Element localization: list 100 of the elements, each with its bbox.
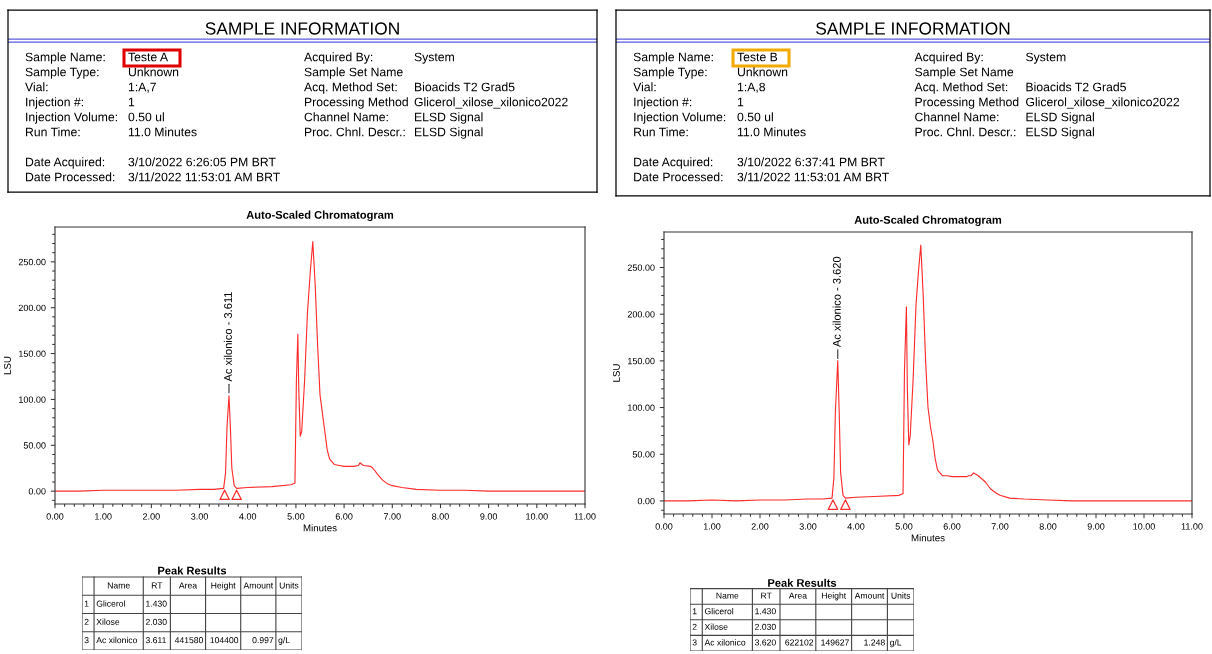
text: 3/10/2022 6:37:41 PM BRT [737,157,885,167]
category-label: Area [788,592,807,599]
text: 1 [84,600,89,607]
chart-title: Auto-Scaled Chromatogram [854,215,1002,227]
text: ELSD Signal [415,112,483,124]
x-tick-label: 8.00 [1039,523,1057,530]
text: System [414,52,454,64]
text: Injection Volume: [634,112,726,124]
text: 2 [692,623,697,630]
text: 3 [692,639,697,646]
text: Injection #: [26,97,83,109]
category-label: Area [178,582,198,589]
text: 1.248 [864,639,885,646]
x-tick-label: 11.00 [574,513,596,520]
y-tick-label: 100.00 [628,404,655,411]
x-tick-label: 9.00 [1087,523,1105,530]
category-label: RT [151,582,163,589]
text: Sample Set Name [915,67,1014,79]
x-axis-title: Minutes [303,524,337,532]
x-tick-label: 7.00 [383,513,401,520]
text: 0.997 [252,637,274,644]
annotation: Ac xilonico - 3.611 [223,292,232,382]
text: 1.430 [755,608,776,615]
y-tick-label: 50.00 [632,451,655,458]
text: Injection #: [634,97,692,109]
x-tick-label: 4.00 [239,513,257,520]
x-tick-label: 1.00 [703,523,721,530]
text: Glicerol [96,600,125,607]
text: Run Time: [26,127,80,137]
text: Processing Method [915,97,1019,109]
x-tick-label: 0.00 [655,523,673,530]
text: Channel Name: [915,112,999,122]
text: ELSD Signal [1026,127,1094,139]
text: 2.030 [145,618,167,625]
y-tick-label: 50.00 [23,442,46,449]
y-tick-label: 200.00 [627,311,655,318]
category-label: RT [761,592,772,599]
text: Proc. Chnl. Descr.: [305,127,405,137]
text: Peak Results [768,578,837,587]
text: 0.50 ul [128,112,164,122]
text: 104400 [210,637,239,644]
x-tick-label: 6.00 [943,523,961,530]
annotation: Ac xilonico - 3.620 [832,256,841,348]
text: Acq. Method Set: [914,82,1008,94]
category-label: Height [821,592,847,601]
text: 2 [84,618,89,625]
text: System [1026,52,1066,64]
text: Unknown [128,67,179,77]
text: 1 [692,608,697,615]
y-tick-label: 0.00 [28,488,46,495]
text: 11.0 Minutes [128,127,197,137]
text: Peak Results [158,566,227,575]
text: g/L [278,636,290,645]
x-tick-label: 5.00 [895,523,913,530]
text: ELSD Signal [415,127,483,139]
text: Glicerol_xilose_xilonico2022 [1026,97,1180,109]
text: g/L [890,639,902,648]
y-tick-label: 150.00 [628,357,655,365]
x-tick-label: 2.00 [751,523,769,530]
text: Sample Type: [633,67,707,79]
text: 3.611 [145,637,166,644]
y-axis-title: LSU [613,364,620,382]
text: Glicerol [704,607,734,615]
category-label: Amount [854,592,885,599]
category-label: Name [716,592,739,599]
text: Xilose [704,623,728,630]
text: Ac xilonico [704,639,746,646]
text: 622102 [785,639,814,646]
y-tick-label: 100.00 [19,396,46,403]
text: 149627 [821,639,849,646]
text: Acquired By: [304,52,373,64]
text: Date Processed: [26,172,115,182]
category-label: Units [279,582,299,589]
x-tick-label: 5.00 [287,513,305,520]
text: Vial: [633,82,656,92]
category-label: Amount [243,582,274,589]
text: Xilose [96,618,120,625]
y-tick-label: 150.00 [19,350,46,357]
y-tick-label: 0.00 [637,497,655,505]
text: Unknown [737,67,788,77]
x-tick-label: 10.00 [1133,523,1155,530]
text: 3/10/2022 6:26:05 PM BRT [128,157,276,167]
text: 1:A,8 [737,82,766,93]
category-label: Height [211,582,236,591]
text: Injection Volume: [26,112,117,124]
y-tick-label: 200.00 [18,304,46,312]
text: 3.620 [754,639,776,646]
text: Bioacids T2 Grad5 [1026,82,1126,92]
text: SAMPLE INFORMATION [205,22,399,35]
x-tick-label: 4.00 [847,523,865,530]
text: 3/11/2022 11:53:01 AM BRT [128,172,280,182]
text: 2.030 [755,623,776,630]
y-tick-label: 250.00 [18,258,46,266]
text: 1 [128,97,135,107]
x-tick-label: 8.00 [432,513,449,520]
y-tick-label: 250.00 [627,264,655,271]
text: Glicerol_xilose_xilonico2022 [414,97,568,109]
text: Teste B [737,52,778,62]
category-label: Units [891,592,911,599]
text: Sample Type: [25,67,99,79]
